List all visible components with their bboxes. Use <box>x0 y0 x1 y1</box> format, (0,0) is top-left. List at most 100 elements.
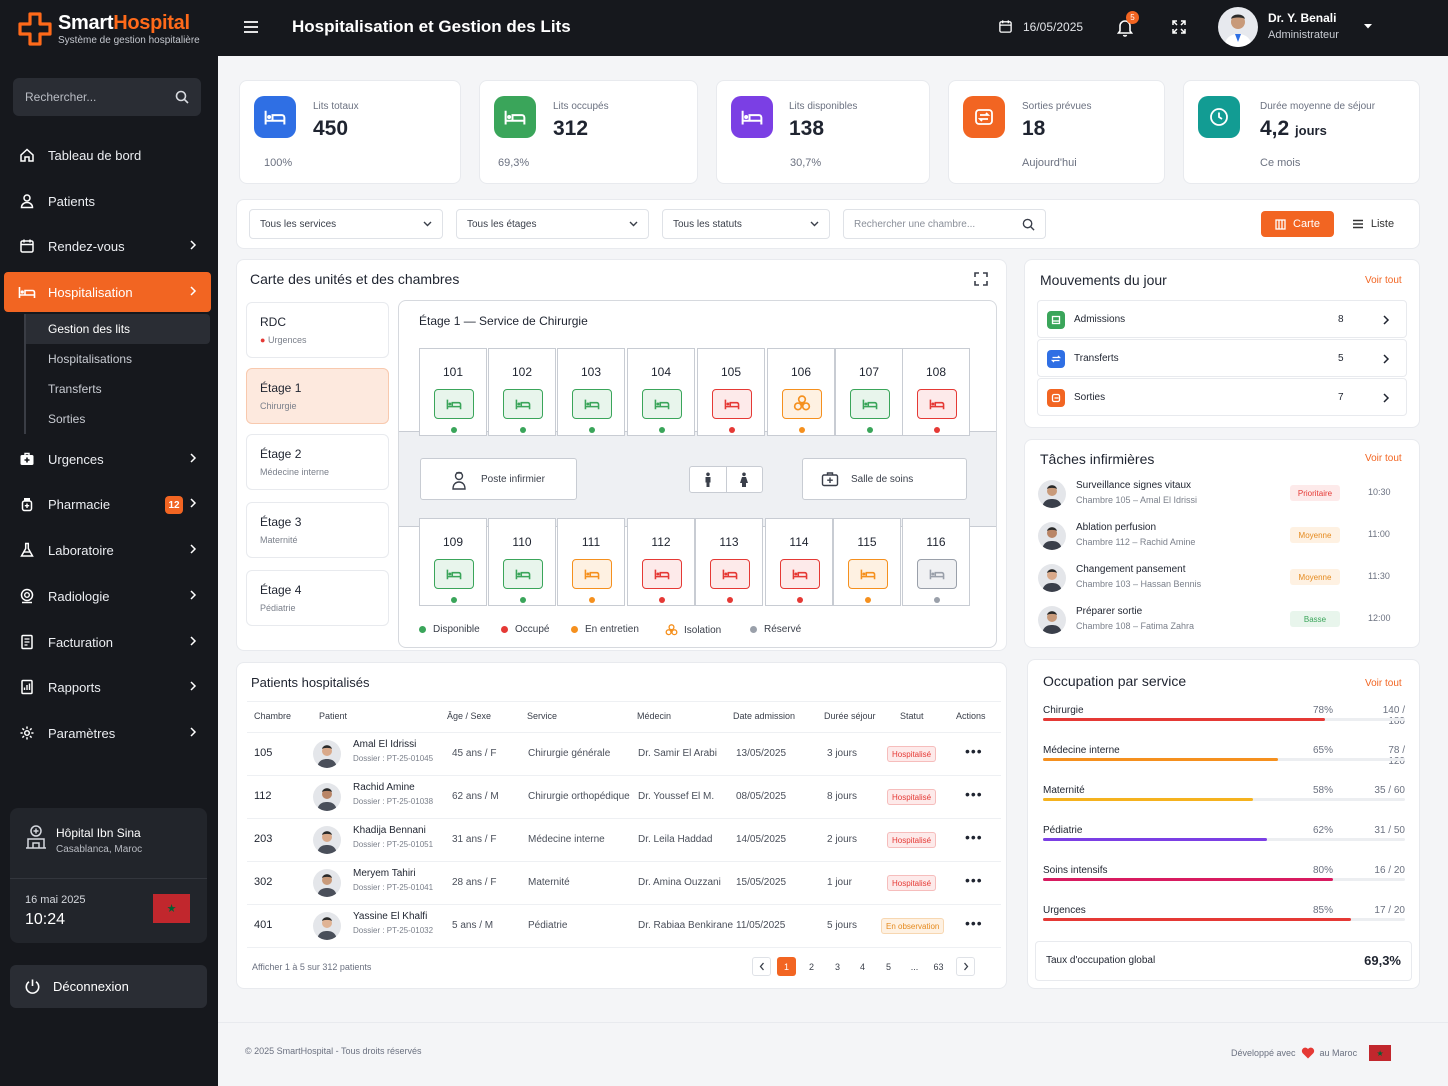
map-view-label: Carte <box>1293 218 1320 230</box>
sidebar-item-emergency[interactable]: Urgences <box>4 439 211 479</box>
sidebar-item-pharmacy[interactable]: Pharmacie 12 <box>4 484 211 524</box>
patient-name[interactable]: Rachid Amine <box>353 782 415 793</box>
task-item[interactable]: Changement pansement Chambre 103 – Hassa… <box>1038 560 1408 600</box>
table-row[interactable]: 401 Yassine El Khalfi Dossier : PT-25-01… <box>247 905 1001 948</box>
room-102[interactable]: 102 <box>488 348 556 436</box>
room-114[interactable]: 114 <box>765 518 833 606</box>
table-row[interactable]: 302 Meryem Tahiri Dossier : PT-25-01041 … <box>247 862 1001 905</box>
task-time: 12:00 <box>1368 613 1391 623</box>
menu-icon[interactable] <box>242 19 260 35</box>
movements-see-all-link[interactable]: Voir tout <box>1365 275 1402 286</box>
page-button[interactable]: 5 <box>885 961 891 972</box>
subnav-discharges[interactable]: Sorties <box>24 404 210 434</box>
task-item[interactable]: Surveillance signes vitaux Chambre 105 –… <box>1038 476 1408 516</box>
sidebar-item-label: Radiologie <box>48 588 110 604</box>
page-button[interactable]: 1 <box>777 957 796 976</box>
status-select[interactable]: Tous les statuts <box>662 209 830 239</box>
room-104[interactable]: 104 <box>627 348 695 436</box>
subnav-hospitalisations[interactable]: Hospitalisations <box>24 344 210 374</box>
page-button[interactable]: 63 <box>933 961 944 972</box>
bed-icon <box>572 559 612 589</box>
floor-item-rdc[interactable]: RDC ● Urgences <box>246 302 389 358</box>
floor-item-4[interactable]: Étage 4 Pédiatrie <box>246 570 389 626</box>
floor-item-3[interactable]: Étage 3 Maternité <box>246 502 389 558</box>
sidebar-item-patients[interactable]: Patients <box>4 181 211 221</box>
sidebar-item-hospitalisation[interactable]: Hospitalisation <box>4 272 211 312</box>
expand-icon[interactable] <box>973 271 989 287</box>
patient-name[interactable]: Amal El Idrissi <box>353 739 417 750</box>
patient-name[interactable]: Meryem Tahiri <box>353 868 416 879</box>
sidebar-item-radiology[interactable]: Radiologie <box>4 576 211 616</box>
col-room: Chambre <box>254 711 292 721</box>
room-116[interactable]: 116 <box>902 518 970 606</box>
movement-row-discharges[interactable]: Sorties 7 <box>1037 378 1407 416</box>
caret-down-icon[interactable] <box>1363 22 1373 30</box>
sidebar-search-input[interactable]: Rechercher... <box>13 78 201 116</box>
app-logo[interactable]: SmartHospital Système de gestion hospita… <box>18 12 200 46</box>
subnav-transfers[interactable]: Transferts <box>24 374 210 404</box>
floor-item-2[interactable]: Étage 2 Médecine interne <box>246 434 389 490</box>
more-actions-icon[interactable]: ••• <box>965 872 983 888</box>
more-actions-icon[interactable]: ••• <box>965 786 983 802</box>
tasks-see-all-link[interactable]: Voir tout <box>1365 453 1402 464</box>
map-view-button[interactable]: Carte <box>1261 211 1334 237</box>
room-112[interactable]: 112 <box>627 518 695 606</box>
floor-select[interactable]: Tous les étages <box>456 209 649 239</box>
service-select[interactable]: Tous les services <box>249 209 443 239</box>
made-in-morocco: Développé avec au Maroc ★ <box>1231 1045 1392 1061</box>
room-search-input[interactable]: Rechercher une chambre... <box>843 209 1046 239</box>
sidebar-item-settings[interactable]: Paramètres <box>4 713 211 753</box>
room-111[interactable]: 111 <box>557 518 625 606</box>
notifications-button[interactable]: 5 <box>1116 11 1139 37</box>
table-row[interactable]: 203 Khadija Bennani Dossier : PT-25-0105… <box>247 819 1001 862</box>
room-108[interactable]: 108 <box>902 348 970 436</box>
occupancy-see-all-link[interactable]: Voir tout <box>1365 678 1402 689</box>
room-106[interactable]: 106 <box>767 348 835 436</box>
page-button[interactable]: 3 <box>834 961 840 972</box>
room-107[interactable]: 107 <box>835 348 903 436</box>
more-actions-icon[interactable]: ••• <box>965 915 983 931</box>
user-info[interactable]: Dr. Y. Benali Administrateur <box>1268 11 1339 41</box>
page-button[interactable]: 4 <box>859 961 865 972</box>
next-page-button[interactable] <box>956 957 975 976</box>
page-button[interactable]: 2 <box>808 961 814 972</box>
sidebar-item-billing[interactable]: Facturation <box>4 622 211 662</box>
room-cell: 302 <box>254 876 273 888</box>
table-row[interactable]: 105 Amal El Idrissi Dossier : PT-25-0104… <box>247 733 1001 776</box>
sidebar-item-appointments[interactable]: Rendez-vous <box>4 226 211 266</box>
logout-button[interactable]: Déconnexion <box>10 965 207 1008</box>
list-view-button[interactable]: Liste <box>1338 211 1408 237</box>
care-room[interactable]: Salle de soins <box>802 458 967 500</box>
patient-name[interactable]: Yassine El Khalfi <box>353 911 428 922</box>
nurse-station[interactable]: Poste infirmier <box>420 458 577 500</box>
sidebar-item-dashboard[interactable]: Tableau de bord <box>4 135 211 175</box>
divider <box>10 878 207 879</box>
room-109[interactable]: 109 <box>419 518 487 606</box>
movement-row-admissions[interactable]: Admissions 8 <box>1037 300 1407 338</box>
sidebar-item-laboratory[interactable]: Laboratoire <box>4 530 211 570</box>
more-actions-icon[interactable]: ••• <box>965 743 983 759</box>
patient-name[interactable]: Khadija Bennani <box>353 825 426 836</box>
subnav-bed-management[interactable]: Gestion des lits <box>24 314 210 344</box>
room-103[interactable]: 103 <box>557 348 625 436</box>
task-item[interactable]: Préparer sortie Chambre 108 – Fatima Zah… <box>1038 602 1408 642</box>
more-actions-icon[interactable]: ••• <box>965 829 983 845</box>
task-item[interactable]: Ablation perfusion Chambre 112 – Rachid … <box>1038 518 1408 558</box>
room-110[interactable]: 110 <box>488 518 556 606</box>
movement-count: 8 <box>1338 314 1344 325</box>
floor-item-1[interactable]: Étage 1 Chirurgie <box>246 368 389 424</box>
room-115[interactable]: 115 <box>833 518 901 606</box>
service-name: Chirurgie <box>1043 705 1084 716</box>
movement-row-transfers[interactable]: Transferts 5 <box>1037 339 1407 377</box>
sidebar-item-reports[interactable]: Rapports <box>4 667 211 707</box>
room-113[interactable]: 113 <box>695 518 763 606</box>
room-101[interactable]: 101 <box>419 348 487 436</box>
sidebar-item-label: Patients <box>48 193 95 209</box>
prev-page-button[interactable] <box>752 957 771 976</box>
table-row[interactable]: 112 Rachid Amine Dossier : PT-25-01038 6… <box>247 776 1001 819</box>
user-avatar[interactable] <box>1218 7 1258 47</box>
fullscreen-icon[interactable] <box>1171 19 1187 35</box>
date-display[interactable]: 16/05/2025 <box>998 19 1083 34</box>
room-105[interactable]: 105 <box>697 348 765 436</box>
service-cell: Chirurgie générale <box>528 748 611 759</box>
